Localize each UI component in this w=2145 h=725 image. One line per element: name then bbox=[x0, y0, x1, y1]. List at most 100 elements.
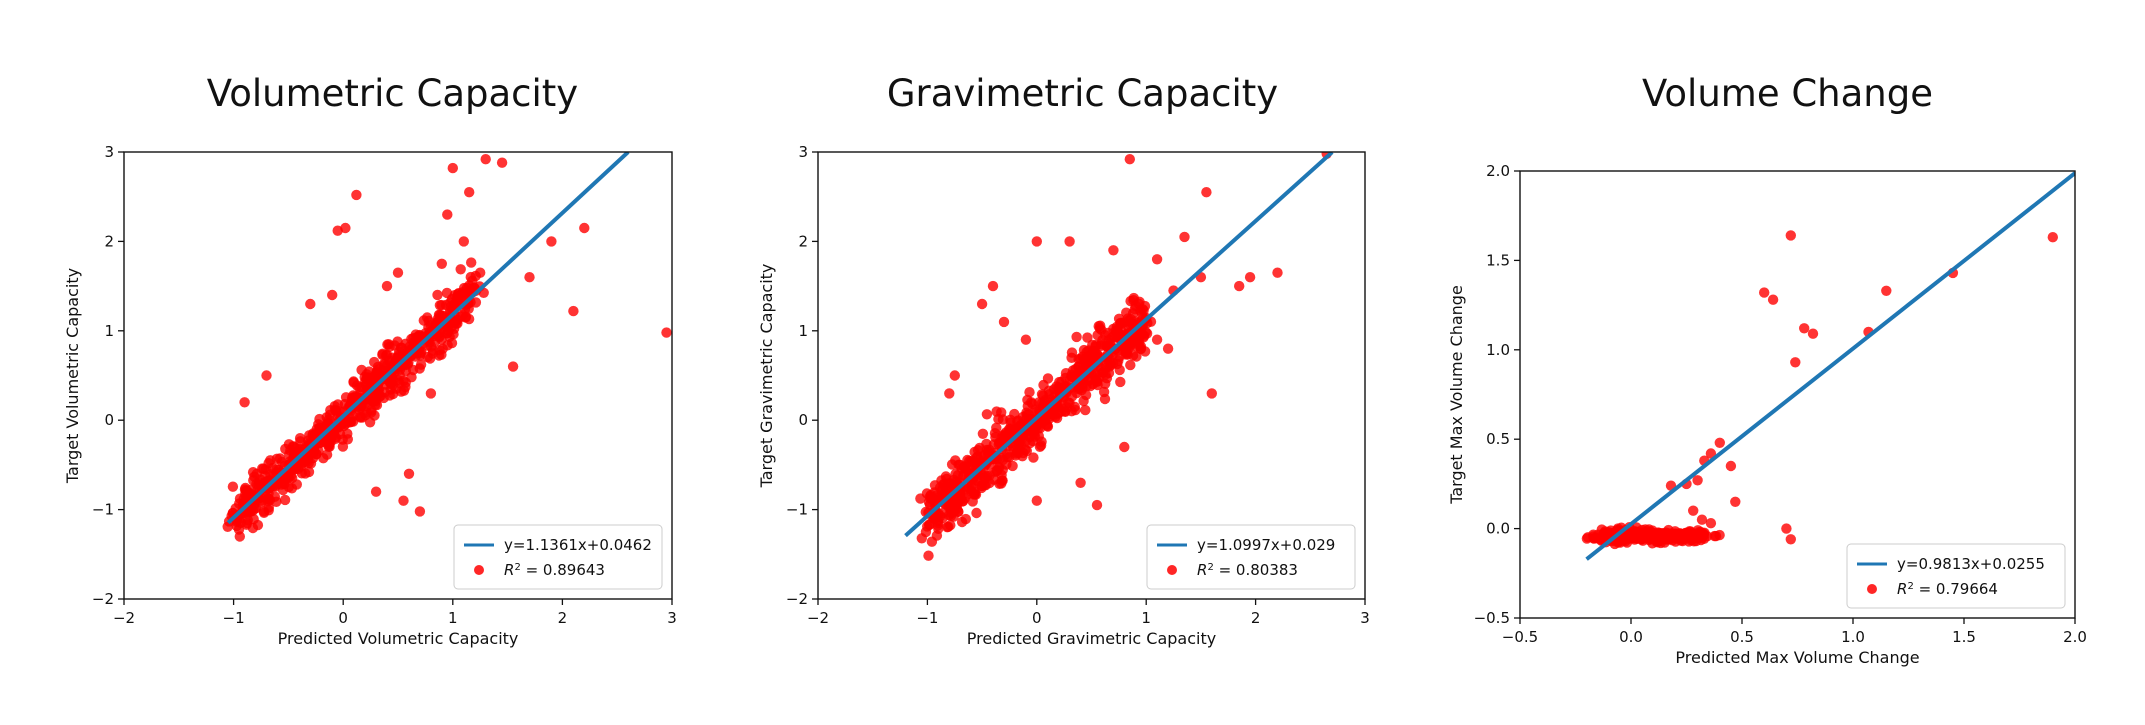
data-point bbox=[1044, 410, 1056, 422]
y-tick-label: −1 bbox=[786, 501, 808, 519]
data-point bbox=[353, 404, 365, 415]
data-point bbox=[463, 303, 474, 314]
data-point bbox=[1725, 460, 1737, 472]
data-point bbox=[1162, 343, 1174, 354]
data-point bbox=[926, 536, 938, 547]
data-point bbox=[977, 428, 989, 439]
data-point bbox=[1685, 526, 1696, 537]
data-point bbox=[1036, 397, 1048, 409]
data-point bbox=[325, 405, 336, 416]
data-point bbox=[303, 466, 315, 478]
data-point bbox=[1097, 335, 1108, 346]
data-point bbox=[1272, 267, 1283, 278]
data-point bbox=[465, 271, 476, 283]
data-point bbox=[1042, 373, 1054, 384]
data-point bbox=[1066, 352, 1077, 363]
y-tick-label: 2 bbox=[104, 232, 114, 250]
x-axis-label: Predicted Gravimetric Capacity bbox=[967, 629, 1216, 648]
data-point bbox=[1705, 518, 1717, 529]
data-point bbox=[661, 327, 672, 338]
data-point bbox=[916, 533, 927, 544]
data-point bbox=[264, 494, 276, 506]
data-point bbox=[546, 236, 557, 247]
data-point bbox=[999, 432, 1010, 443]
data-point bbox=[949, 370, 960, 381]
data-point bbox=[1807, 328, 1819, 339]
data-point bbox=[1635, 533, 1647, 544]
data-point bbox=[1119, 441, 1130, 453]
data-point bbox=[1665, 531, 1676, 543]
data-point bbox=[327, 289, 338, 301]
data-point bbox=[261, 370, 272, 381]
data-point bbox=[1067, 372, 1079, 383]
data-point bbox=[945, 510, 957, 521]
data-point bbox=[1064, 236, 1075, 247]
legend-fit-label: y=0.9813x+0.0255 bbox=[1897, 555, 2045, 573]
data-point bbox=[1139, 346, 1151, 357]
data-point bbox=[442, 340, 453, 351]
data-point bbox=[1692, 475, 1703, 486]
data-point bbox=[294, 433, 306, 444]
data-point bbox=[362, 372, 373, 383]
data-point bbox=[971, 507, 982, 519]
data-point bbox=[279, 494, 291, 506]
data-point bbox=[332, 225, 343, 236]
data-point bbox=[1003, 424, 1015, 435]
legend-box bbox=[1146, 524, 1356, 590]
data-point bbox=[924, 491, 936, 502]
data-point bbox=[1028, 452, 1039, 463]
data-point bbox=[381, 280, 393, 292]
data-point bbox=[1714, 437, 1726, 448]
x-tick-label: 1 bbox=[448, 609, 458, 627]
data-point bbox=[440, 299, 452, 311]
chart-title-gravimetric: Gravimetric Capacity bbox=[886, 72, 1279, 115]
data-point bbox=[1151, 254, 1163, 265]
data-point bbox=[1131, 351, 1142, 362]
data-point bbox=[234, 531, 245, 542]
data-point bbox=[932, 515, 944, 526]
y-tick-label: 1 bbox=[104, 322, 114, 340]
legend: y=1.0997x+0.029 R2 = 0.80383 bbox=[1146, 524, 1356, 590]
data-point bbox=[263, 458, 274, 469]
data-point bbox=[1115, 376, 1126, 388]
data-point bbox=[434, 345, 445, 356]
data-point bbox=[1688, 505, 1699, 516]
fit-line bbox=[904, 152, 1334, 538]
data-point bbox=[301, 454, 312, 465]
data-point bbox=[976, 298, 988, 310]
x-axis-label: Predicted Volumetric Capacity bbox=[278, 629, 519, 648]
x-tick-label: 1.5 bbox=[1952, 628, 1976, 646]
data-point bbox=[568, 305, 579, 317]
y-tick-label: −2 bbox=[92, 590, 114, 608]
data-point bbox=[1135, 305, 1146, 316]
data-point bbox=[1714, 529, 1725, 541]
data-point bbox=[1101, 373, 1113, 384]
y-tick-label: 2.0 bbox=[1486, 162, 1510, 180]
y-tick-label: 3 bbox=[104, 143, 114, 161]
data-point bbox=[222, 521, 233, 532]
data-point bbox=[345, 417, 356, 428]
data-point bbox=[366, 405, 377, 416]
data-point bbox=[464, 187, 475, 198]
axes-frame bbox=[817, 151, 1366, 600]
data-point bbox=[480, 154, 491, 165]
data-point bbox=[425, 341, 437, 352]
data-point bbox=[305, 298, 316, 310]
data-point bbox=[286, 483, 298, 494]
y-axis-label: Target Max Volume Change bbox=[1447, 285, 1466, 505]
data-point bbox=[970, 489, 982, 500]
data-point bbox=[1073, 361, 1084, 372]
x-tick-label: 0 bbox=[1032, 609, 1042, 627]
data-point bbox=[436, 258, 447, 269]
chart-panel-0: −2 −1 0 1 2 3 −2 −1 0 1 2 3 Predicted Volumetric Cap… bbox=[63, 143, 677, 648]
y-tick-label: 0.5 bbox=[1486, 430, 1510, 448]
data-point bbox=[1730, 496, 1741, 507]
data-point bbox=[448, 329, 459, 340]
data-point bbox=[247, 505, 259, 516]
data-point bbox=[392, 336, 403, 347]
data-point bbox=[1094, 323, 1105, 334]
data-point bbox=[978, 450, 990, 461]
data-point bbox=[449, 299, 460, 310]
y-tick-label: 0 bbox=[798, 411, 808, 429]
